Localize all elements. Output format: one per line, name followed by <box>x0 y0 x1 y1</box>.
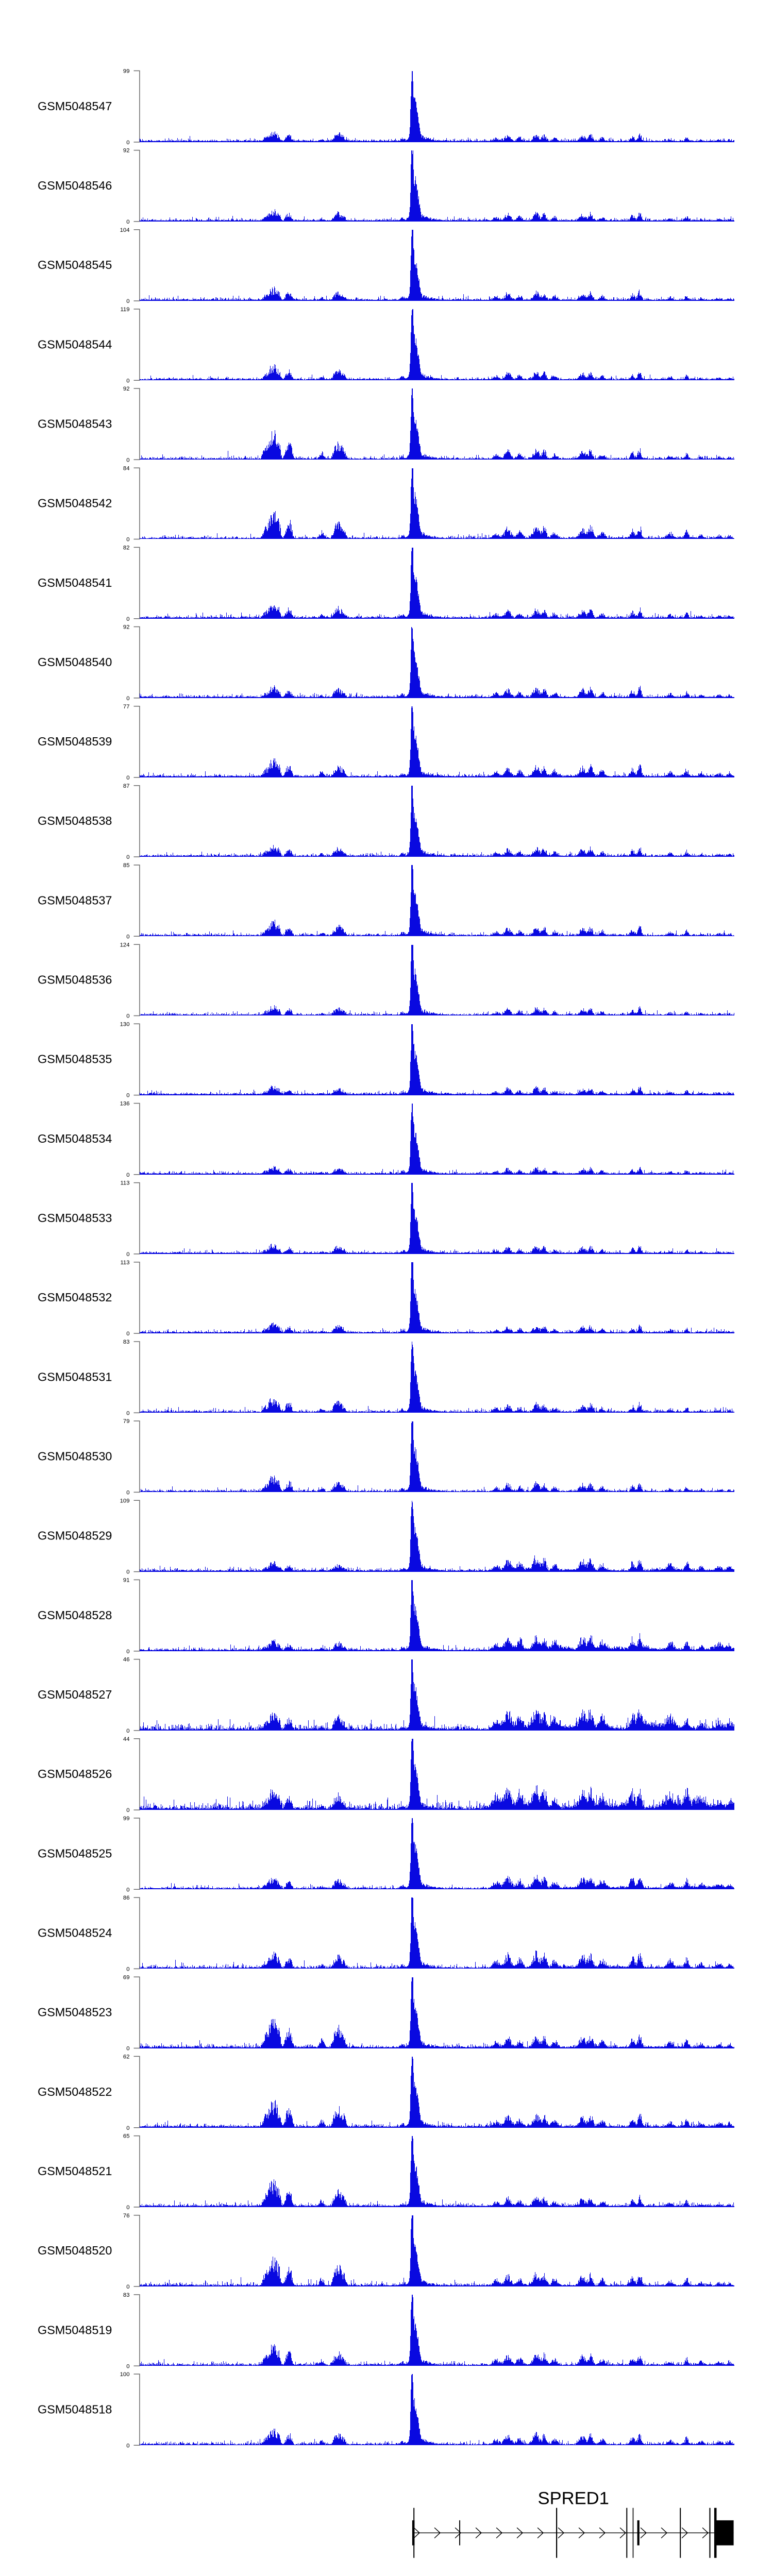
svg-text:GSM5048536: GSM5048536 <box>38 973 112 987</box>
svg-text:83: 83 <box>123 2292 130 2298</box>
svg-text:0: 0 <box>126 1093 129 1099</box>
svg-text:GSM5048544: GSM5048544 <box>38 337 112 351</box>
svg-text:GSM5048538: GSM5048538 <box>38 814 112 827</box>
svg-text:0: 0 <box>126 537 129 543</box>
svg-text:85: 85 <box>123 862 130 869</box>
svg-text:0: 0 <box>126 2205 129 2211</box>
svg-text:GSM5048541: GSM5048541 <box>38 576 112 589</box>
svg-text:GSM5048534: GSM5048534 <box>38 1132 112 1145</box>
svg-text:0: 0 <box>126 2363 129 2369</box>
svg-text:0: 0 <box>126 378 129 384</box>
svg-text:0: 0 <box>126 1967 129 1973</box>
svg-text:GSM5048523: GSM5048523 <box>38 2006 112 2019</box>
svg-text:SPRED1: SPRED1 <box>538 2488 609 2508</box>
svg-text:0: 0 <box>126 140 129 146</box>
svg-text:86: 86 <box>123 1895 130 1901</box>
svg-text:0: 0 <box>126 1887 129 1893</box>
svg-text:GSM5048535: GSM5048535 <box>38 1053 112 1066</box>
svg-text:0: 0 <box>126 934 129 940</box>
svg-text:119: 119 <box>120 307 129 313</box>
svg-text:GSM5048533: GSM5048533 <box>38 1211 112 1225</box>
svg-text:0: 0 <box>126 2125 129 2131</box>
svg-text:136: 136 <box>120 1101 130 1107</box>
svg-text:0: 0 <box>126 219 129 225</box>
svg-text:83: 83 <box>123 1339 130 1345</box>
svg-text:GSM5048524: GSM5048524 <box>38 1926 112 1940</box>
svg-text:0: 0 <box>126 854 129 860</box>
svg-text:0: 0 <box>126 1410 129 1416</box>
svg-text:91: 91 <box>123 1578 130 1584</box>
svg-text:0: 0 <box>126 2284 129 2290</box>
svg-text:GSM5048519: GSM5048519 <box>38 2323 112 2336</box>
svg-text:124: 124 <box>120 942 130 948</box>
svg-text:113: 113 <box>120 1180 129 1187</box>
svg-text:84: 84 <box>123 465 130 471</box>
svg-text:109: 109 <box>120 1498 130 1504</box>
svg-text:0: 0 <box>126 1172 129 1178</box>
svg-text:113: 113 <box>120 1260 129 1266</box>
svg-text:99: 99 <box>123 1816 130 1822</box>
svg-text:92: 92 <box>123 148 130 154</box>
svg-text:GSM5048542: GSM5048542 <box>38 497 112 510</box>
svg-text:GSM5048532: GSM5048532 <box>38 1291 112 1304</box>
svg-text:0: 0 <box>126 616 129 622</box>
svg-text:0: 0 <box>126 298 129 304</box>
svg-text:99: 99 <box>123 69 130 75</box>
svg-text:GSM5048545: GSM5048545 <box>38 258 112 272</box>
svg-text:GSM5048525: GSM5048525 <box>38 1846 112 1860</box>
svg-text:0: 0 <box>126 1251 129 1258</box>
svg-text:0: 0 <box>126 1807 129 1814</box>
svg-text:46: 46 <box>123 1657 130 1663</box>
svg-text:GSM5048527: GSM5048527 <box>38 1688 112 1701</box>
svg-text:77: 77 <box>123 704 130 710</box>
svg-text:0: 0 <box>126 1569 129 1575</box>
svg-text:GSM5048529: GSM5048529 <box>38 1529 112 1543</box>
svg-text:0: 0 <box>126 696 129 702</box>
svg-text:92: 92 <box>123 386 130 392</box>
svg-text:100: 100 <box>120 2371 130 2378</box>
svg-text:GSM5048546: GSM5048546 <box>38 179 112 192</box>
svg-text:62: 62 <box>123 2054 130 2060</box>
svg-text:GSM5048528: GSM5048528 <box>38 1608 112 1622</box>
svg-text:0: 0 <box>126 457 129 463</box>
svg-text:0: 0 <box>126 1490 129 1496</box>
svg-text:0: 0 <box>126 2046 129 2052</box>
svg-text:0: 0 <box>126 1013 129 1020</box>
svg-text:GSM5048547: GSM5048547 <box>38 99 112 113</box>
svg-text:82: 82 <box>123 545 130 551</box>
svg-text:GSM5048530: GSM5048530 <box>38 1450 112 1463</box>
svg-text:79: 79 <box>123 1418 130 1425</box>
svg-text:44: 44 <box>123 1736 130 1742</box>
svg-text:76: 76 <box>123 2213 130 2219</box>
svg-text:0: 0 <box>126 2443 129 2449</box>
svg-text:GSM5048539: GSM5048539 <box>38 735 112 748</box>
svg-text:GSM5048521: GSM5048521 <box>38 2164 112 2178</box>
svg-text:0: 0 <box>126 775 129 781</box>
svg-text:GSM5048526: GSM5048526 <box>38 1767 112 1781</box>
svg-text:GSM5048531: GSM5048531 <box>38 1370 112 1383</box>
svg-text:0: 0 <box>126 1331 129 1337</box>
svg-text:0: 0 <box>126 1649 129 1655</box>
svg-text:GSM5048543: GSM5048543 <box>38 417 112 430</box>
svg-text:GSM5048518: GSM5048518 <box>38 2402 112 2416</box>
svg-text:GSM5048522: GSM5048522 <box>38 2085 112 2098</box>
svg-text:GSM5048520: GSM5048520 <box>38 2244 112 2257</box>
svg-text:87: 87 <box>123 783 130 789</box>
svg-text:104: 104 <box>120 227 130 233</box>
svg-text:92: 92 <box>123 624 130 631</box>
svg-text:GSM5048540: GSM5048540 <box>38 655 112 669</box>
svg-text:GSM5048537: GSM5048537 <box>38 893 112 907</box>
svg-text:130: 130 <box>120 1021 130 1027</box>
svg-text:69: 69 <box>123 1974 130 1980</box>
svg-text:0: 0 <box>126 1728 129 1734</box>
svg-text:65: 65 <box>123 2133 130 2140</box>
